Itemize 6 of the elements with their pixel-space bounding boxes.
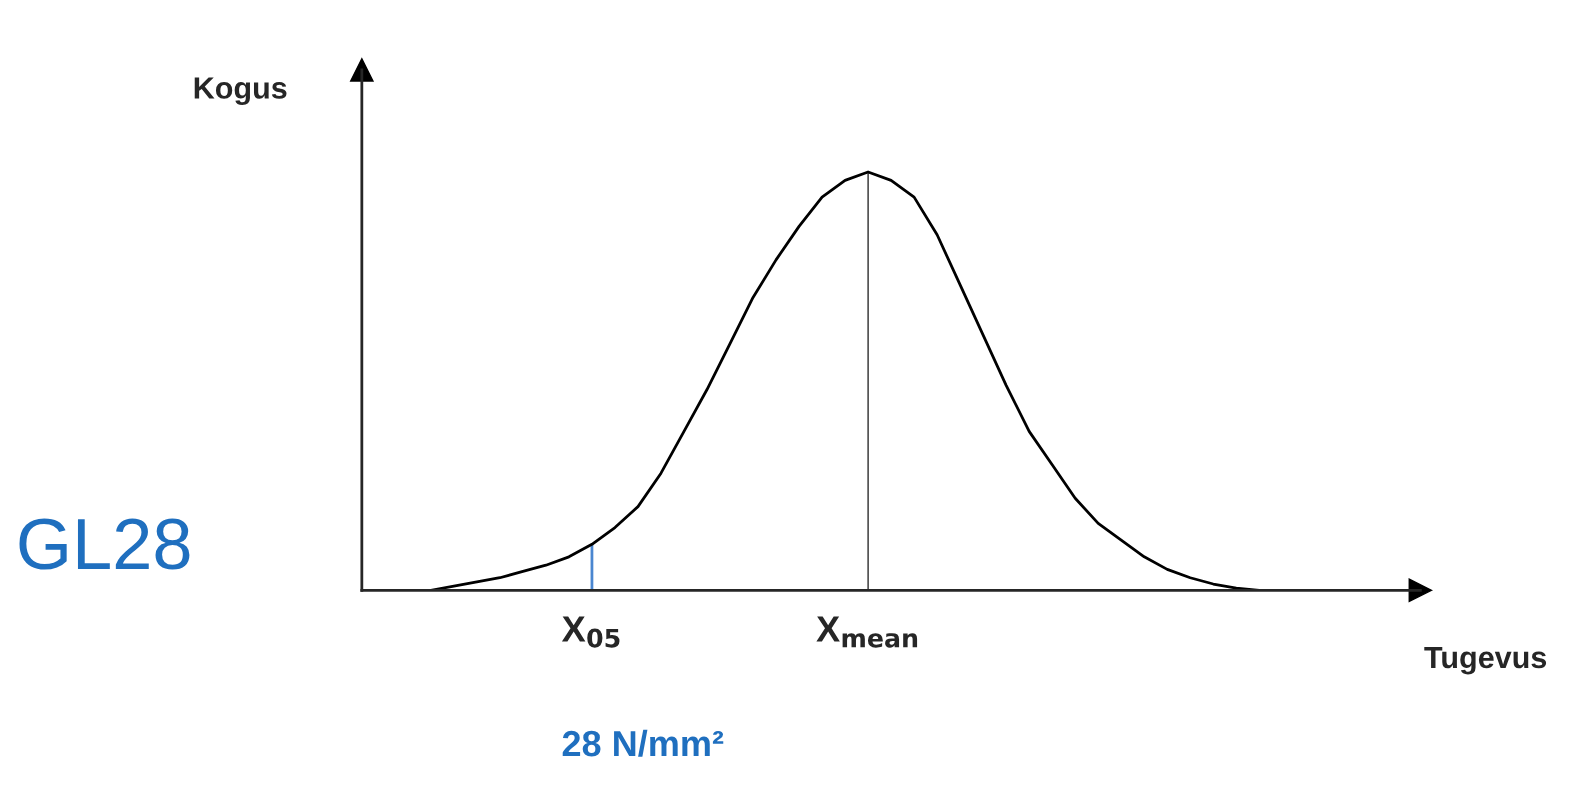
- text: 28 N/mm²: [562, 729, 724, 757]
- x-axis-title: Tugevus: [1424, 646, 1547, 675]
- y-axis-title: Kogus: [194, 77, 287, 106]
- x-tick-label: X$_{05}$: [561, 616, 620, 648]
- text: GL28: [19, 518, 190, 570]
- x-tick-label: X$_{mean}$: [816, 616, 918, 648]
